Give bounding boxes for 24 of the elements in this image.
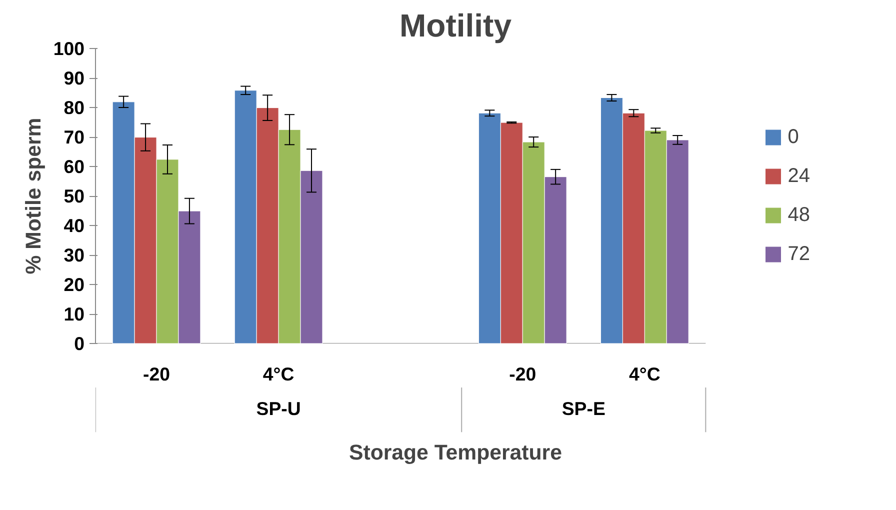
y-axis-title: % Motile sperm: [21, 118, 46, 274]
legend-label: 48: [788, 204, 810, 226]
x-tick-label: 4°C: [629, 364, 660, 384]
x-axis-title: Storage Temperature: [349, 440, 562, 464]
y-tick-label: 50: [64, 186, 85, 206]
y-tick-label: 60: [64, 156, 85, 177]
legend-label: 72: [788, 242, 810, 266]
y-tick-label: 20: [64, 274, 85, 295]
text: SP-U: [256, 398, 301, 420]
y-tick-label: 40: [64, 215, 85, 236]
chart-title: Motility: [400, 8, 512, 44]
y-tick-label: 0: [74, 333, 85, 354]
y-tick-label: 70: [64, 126, 85, 148]
y-tick-label: 10: [64, 304, 85, 324]
text: SP-E: [562, 398, 606, 420]
y-tick-label: 80: [64, 97, 85, 118]
legend-label: 24: [788, 164, 810, 188]
x-tick-label: 4°C: [262, 364, 294, 384]
x-tick-label: -20: [143, 364, 170, 384]
y-tick-label: 30: [64, 244, 85, 266]
y-tick-label: 100: [53, 38, 85, 59]
x-tick-label: -20: [509, 364, 536, 384]
y-tick-label: 90: [64, 68, 85, 88]
legend-label: 0: [788, 126, 800, 148]
